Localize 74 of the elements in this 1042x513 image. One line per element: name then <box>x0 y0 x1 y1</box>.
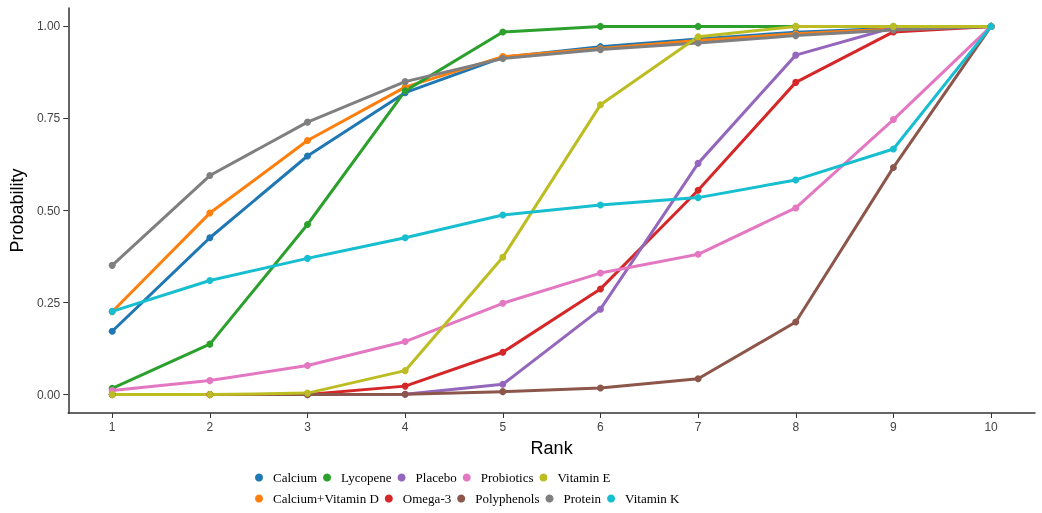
point <box>694 250 702 258</box>
legend-label: Vitamin E <box>557 470 611 485</box>
point <box>304 152 311 160</box>
point <box>792 78 800 86</box>
point <box>596 305 604 313</box>
point <box>694 194 702 202</box>
point <box>889 145 897 153</box>
legend-label: Protein <box>563 491 602 506</box>
legend-label: Probiotics <box>480 470 534 485</box>
point <box>401 234 409 242</box>
legend-label: Polyphenols <box>475 491 540 506</box>
point <box>304 254 311 262</box>
y-tick-label: 0.00 <box>36 387 61 402</box>
point <box>108 261 116 269</box>
x-tick-label: 8 <box>792 420 800 434</box>
legend-label: Lycopene <box>341 470 392 485</box>
point <box>401 338 409 346</box>
point <box>596 101 604 109</box>
point <box>694 375 702 383</box>
legend-label: Calcium <box>273 470 318 485</box>
x-tick-label: 5 <box>499 420 507 434</box>
point <box>596 201 604 209</box>
point <box>889 163 897 171</box>
point <box>206 276 214 284</box>
point <box>206 234 214 242</box>
point <box>108 327 116 335</box>
point <box>304 220 311 228</box>
point <box>499 299 507 307</box>
y-tick-label: 0.25 <box>36 295 61 310</box>
x-tick-label: 4 <box>401 420 409 434</box>
y-tick-label: 0.75 <box>36 111 61 126</box>
point <box>206 377 214 385</box>
point <box>499 253 507 261</box>
legend-label: Omega-3 <box>402 491 452 506</box>
x-tick-label: 6 <box>597 420 605 434</box>
point <box>206 172 214 180</box>
point <box>694 22 702 30</box>
legend-label: Placebo <box>415 470 457 485</box>
x-tick-label: 3 <box>304 420 312 434</box>
point <box>206 340 214 348</box>
point <box>792 318 800 326</box>
legend-label: Calcium+Vitamin D <box>273 491 379 506</box>
x-tick-label: 1 <box>108 420 116 434</box>
point <box>304 137 311 145</box>
point <box>499 380 507 388</box>
point <box>694 159 702 167</box>
y-tick-label: 1.00 <box>36 19 61 34</box>
point <box>596 22 604 30</box>
point <box>596 384 604 392</box>
y-axis-title: Probability <box>7 168 27 253</box>
point <box>304 118 311 126</box>
x-tick-label: 9 <box>890 420 898 434</box>
point <box>596 269 604 277</box>
point <box>792 176 800 184</box>
point <box>694 186 702 194</box>
point <box>401 382 409 390</box>
point <box>499 388 507 396</box>
point <box>401 78 409 86</box>
point <box>499 348 507 356</box>
point <box>792 204 800 212</box>
x-tick-label: 2 <box>206 420 214 434</box>
legend-label: Vitamin K <box>625 491 681 506</box>
point <box>499 211 507 219</box>
point <box>889 116 897 124</box>
x-axis-title: Rank <box>530 438 574 458</box>
x-tick-label: 7 <box>694 420 702 434</box>
point <box>792 51 800 59</box>
point <box>596 285 604 293</box>
point <box>499 28 507 36</box>
y-tick-label: 0.50 <box>36 203 61 218</box>
x-tick-label: 10 <box>984 420 999 434</box>
point <box>401 367 409 375</box>
point <box>206 209 214 217</box>
point <box>304 362 311 369</box>
